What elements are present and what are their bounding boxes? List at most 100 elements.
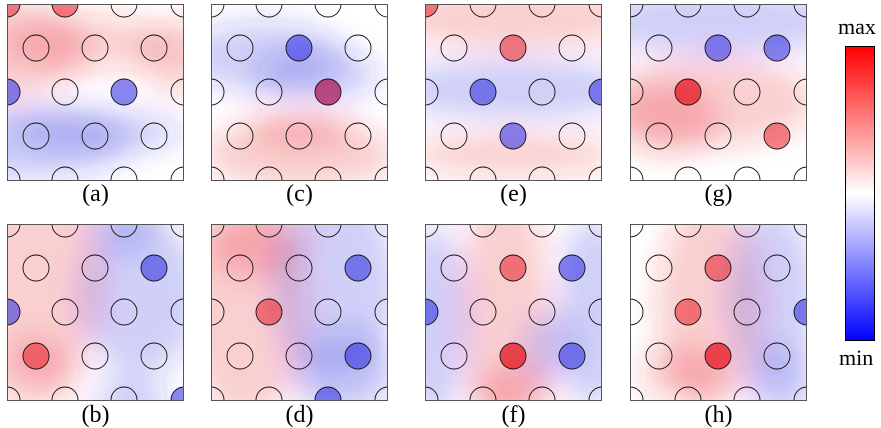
inclusion-highlight [7, 4, 20, 17]
inclusion-outline [674, 4, 702, 18]
inclusion-outline [440, 34, 468, 62]
inclusion-highlight [425, 299, 438, 325]
panel-b-label: (b) [81, 402, 110, 428]
field-blob [745, 347, 807, 401]
inclusion-highlight [425, 4, 438, 17]
panel-e-label: (e) [500, 181, 527, 207]
inclusion-outline [528, 4, 556, 18]
field-blob [425, 133, 602, 176]
inclusion-outline [226, 34, 254, 62]
inclusion-outline [558, 122, 586, 150]
inclusion-outline [763, 342, 791, 370]
field-blob [630, 4, 807, 58]
inclusion-outline [440, 122, 468, 150]
inclusion-outline [51, 224, 79, 238]
field-blob [7, 16, 176, 70]
inclusion-highlight [589, 79, 602, 105]
inclusion-outline [140, 254, 168, 282]
inclusion-outline [499, 254, 527, 282]
panel-c-field [211, 4, 388, 181]
panel-d-label: (d) [285, 402, 314, 428]
inclusion-outline [314, 78, 342, 106]
panel-f-field [425, 224, 602, 401]
inclusion-highlight [675, 299, 701, 325]
field-blob [522, 312, 576, 384]
inclusion-outline [528, 298, 556, 326]
inclusion-outline [7, 298, 21, 326]
inclusion-outline [344, 34, 372, 62]
field-blob [95, 374, 167, 401]
panel-b [7, 224, 184, 401]
inclusion-outline [469, 224, 497, 238]
field-blob [638, 347, 728, 401]
inclusion-highlight [500, 123, 526, 149]
inclusion-outline [704, 122, 732, 150]
field-blob [246, 110, 353, 146]
inclusion-outline [425, 298, 439, 326]
inclusion-outline [22, 122, 50, 150]
inclusion-outline [630, 298, 644, 326]
inclusion-outline [499, 34, 527, 62]
inclusion-outline [374, 298, 388, 326]
panel-d [211, 224, 388, 401]
inclusion-outline [81, 342, 109, 370]
inclusion-highlight [500, 255, 526, 281]
panel-g [630, 4, 807, 181]
inclusion-outline [140, 34, 168, 62]
inclusion-outline [344, 254, 372, 282]
inclusion-outline [226, 122, 254, 150]
panel-c [211, 4, 388, 181]
inclusion-outline [140, 342, 168, 370]
inclusion-highlight [7, 299, 20, 325]
inclusion-highlight [345, 343, 371, 369]
inclusion-outline [170, 78, 184, 106]
panel-g-field [630, 4, 807, 181]
inclusion-outline [588, 298, 602, 326]
panel-f-label: (f) [501, 402, 526, 428]
inclusion-outline [314, 4, 342, 18]
panel-b-field [7, 224, 184, 401]
colorbar-max-label: max [838, 14, 876, 39]
inclusion-outline [211, 78, 225, 106]
panel-h-field [630, 224, 807, 401]
inclusion-highlight [500, 35, 526, 61]
inclusion-outline [110, 4, 138, 18]
inclusion-outline [733, 4, 761, 18]
inclusion-highlight [345, 255, 371, 281]
inclusion-outline [674, 78, 702, 106]
panel-e-field [425, 4, 602, 181]
inclusion-highlight [470, 79, 496, 105]
inclusion-outline [499, 342, 527, 370]
panel-h-label: (h) [704, 402, 733, 428]
field-blob [255, 48, 380, 102]
inclusion-outline [674, 298, 702, 326]
inclusion-highlight [7, 79, 20, 105]
inclusion-outline [645, 254, 673, 282]
inclusion-highlight [764, 123, 790, 149]
inclusion-outline [344, 122, 372, 150]
panel-frame [211, 224, 388, 401]
inclusion-outline [674, 224, 702, 238]
inclusion-outline [314, 224, 342, 238]
inclusion-outline [344, 342, 372, 370]
inclusion-outline [226, 342, 254, 370]
panel-h [630, 224, 807, 401]
inclusion-highlight [559, 255, 585, 281]
panel-frame [7, 224, 184, 401]
panel-a [7, 4, 184, 181]
inclusion-outline [763, 34, 791, 62]
inclusion-outline [51, 4, 79, 18]
inclusion-highlight [111, 79, 137, 105]
panel-c-label: (c) [286, 181, 313, 207]
field-blob [727, 224, 807, 384]
inclusion-highlight [705, 35, 731, 61]
colorbar-gradient [845, 46, 875, 341]
inclusion-outline [733, 224, 761, 238]
panel-g-label: (g) [704, 181, 733, 207]
field-blob [7, 110, 184, 153]
panel-frame [7, 4, 184, 181]
inclusion-outline [7, 78, 21, 106]
inclusion-outline [51, 298, 79, 326]
panel-frame [630, 4, 807, 181]
inclusion-outline [469, 78, 497, 106]
